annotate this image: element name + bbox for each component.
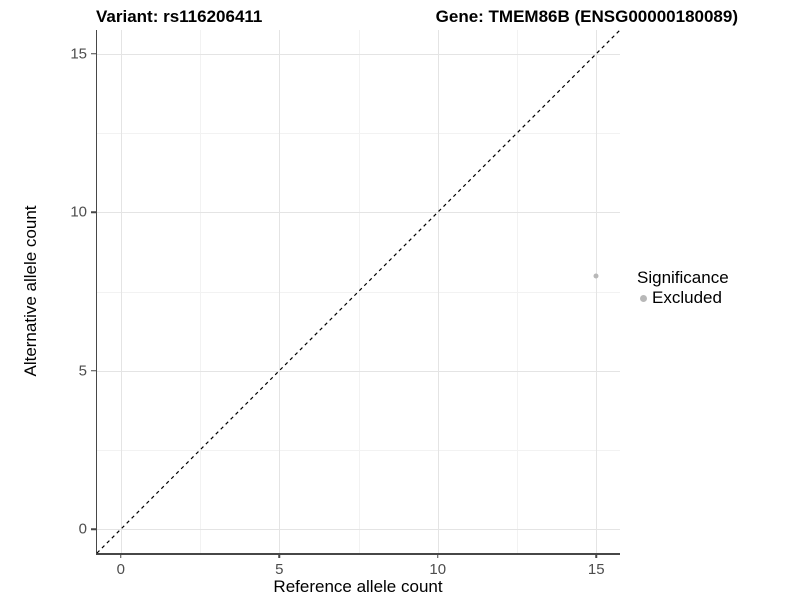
gridline-major-vertical	[120, 30, 122, 553]
x-axis-tick	[436, 553, 439, 558]
y-axis-tick	[90, 211, 96, 213]
y-axis-tick-label: 15	[70, 45, 87, 63]
gridline-major-horizontal	[97, 53, 620, 55]
gridline-major-vertical	[437, 30, 439, 553]
identity-line-layer	[96, 29, 621, 554]
y-axis-tick	[90, 369, 96, 372]
x-axis-tick-label: 0	[116, 561, 125, 578]
gridline-major-horizontal	[97, 529, 620, 531]
plot-panel: 0 5 10 15 0 5 10 15	[70, 29, 621, 577]
y-axis-tick-label: 0	[78, 520, 87, 538]
x-axis-line	[95, 553, 620, 555]
identity-line	[96, 29, 621, 554]
y-axis-line	[95, 30, 97, 555]
legend-title: Significance	[637, 268, 729, 287]
y-axis-title: Alternative allele count	[21, 205, 40, 377]
gridline-major-vertical	[596, 30, 598, 553]
y-axis-tick	[90, 528, 96, 530]
y-axis-tick	[90, 53, 96, 55]
data-point	[593, 273, 599, 279]
gridline-minor-horizontal	[97, 449, 620, 451]
legend-entry-excluded: Excluded	[637, 288, 729, 308]
gridline-minor-horizontal	[97, 291, 620, 293]
gridline-major-horizontal	[97, 212, 620, 214]
plot-title-gene: Gene: TMEM86B (ENSG00000180089)	[435, 7, 738, 26]
x-axis-tick	[278, 553, 280, 558]
gridline-minor-horizontal	[97, 133, 620, 134]
legend-entry-label: Excluded	[652, 288, 722, 307]
legend: Significance Excluded	[637, 268, 729, 308]
x-axis-tick	[595, 553, 597, 558]
gridline-major-horizontal	[97, 370, 620, 372]
y-axis-tick-label: 5	[78, 362, 87, 380]
legend-key-dot	[640, 294, 647, 302]
x-axis-tick	[120, 553, 122, 558]
x-axis-tick-label: 5	[275, 561, 284, 578]
x-axis-title: Reference allele count	[273, 577, 443, 596]
x-axis-tick-label: 10	[429, 561, 447, 578]
gridline-major-vertical	[279, 30, 281, 553]
plot-title-variant: Variant: rs116206411	[96, 7, 263, 26]
x-axis-tick-label: 15	[587, 561, 605, 578]
y-axis-tick-label: 10	[70, 203, 87, 221]
